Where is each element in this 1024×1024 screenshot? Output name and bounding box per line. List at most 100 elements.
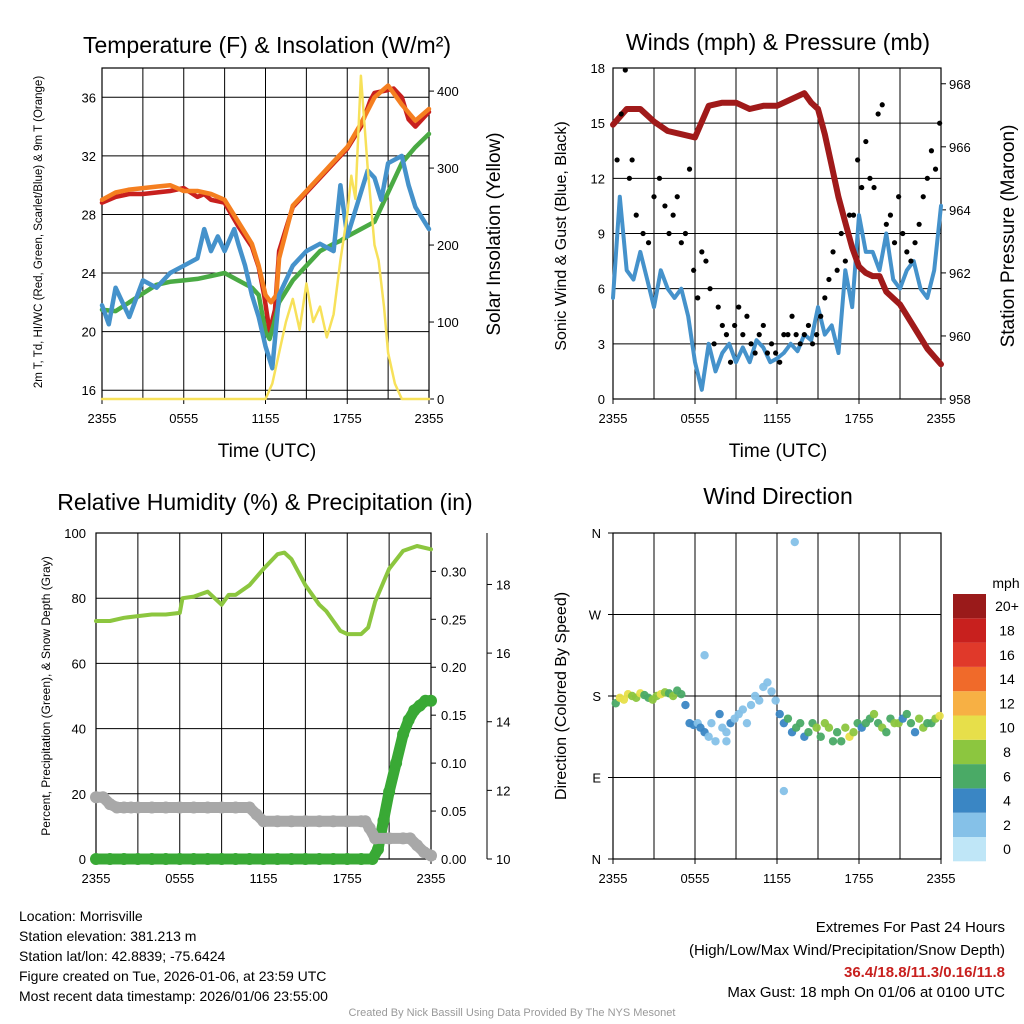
y-tick-label: 6 (598, 282, 605, 297)
y2-tick-label: 962 (949, 266, 971, 281)
series-station-pressure (610, 90, 944, 368)
colorbar-label: 12 (999, 695, 1015, 711)
gust-point (850, 212, 857, 218)
x-tick-label: 2355 (927, 411, 956, 426)
winds-panel: Winds (mph) & Pressure (mb) 0 3 6 9 12 15 18 95… (553, 29, 1019, 462)
gust-point (686, 166, 693, 172)
x-tick-label: 1755 (845, 871, 874, 886)
gust-point (928, 148, 935, 154)
direction-point (722, 737, 731, 746)
gust-point (740, 332, 746, 338)
y-tick-label: 16 (82, 383, 96, 398)
series-precipitation-point (390, 757, 403, 770)
gust-point (887, 212, 894, 218)
elevation-text: Station elevation: 381.213 m (19, 928, 197, 944)
direction-point (767, 687, 776, 696)
y3-tick-label: 14 (496, 715, 510, 730)
y-tick-label: 40 (72, 722, 86, 737)
direction-point (742, 718, 752, 728)
x-tick-label: 2355 (417, 871, 446, 886)
gust-point (727, 359, 734, 365)
series-precipitation-point (103, 853, 116, 865)
series-precipitation-point (285, 853, 298, 865)
y2-tick-label: 0.25 (441, 612, 466, 627)
gust-point (715, 304, 721, 310)
gust-point (789, 313, 795, 319)
insolation-ylabel: Solar Insolation (Yellow) (484, 132, 505, 335)
y-tick-label: 32 (82, 149, 96, 164)
x-tick-label: 0555 (681, 871, 710, 886)
gust-point (732, 322, 738, 329)
y3-tick-label: 10 (496, 852, 510, 867)
series-snow-depth-point (215, 801, 228, 814)
y2-tick-label: 0.30 (441, 564, 466, 579)
colorbar-swatch (953, 666, 986, 692)
gust-point (748, 341, 754, 347)
direction-point (849, 728, 858, 737)
gust-point (855, 157, 861, 163)
extremes-info: Extremes For Past 24 Hours (High/Low/Max… (689, 918, 1005, 1003)
x-tick-label: 0555 (165, 871, 194, 886)
gust-point (651, 194, 657, 200)
direction-point (882, 728, 891, 737)
series-precipitation-point (299, 853, 312, 865)
series-precipitation-point (313, 853, 326, 865)
gust-point (867, 175, 873, 181)
series-precipitation-point (201, 853, 214, 865)
colorbar-label: 4 (1003, 793, 1011, 809)
gust-point (756, 332, 762, 338)
gust-point (814, 332, 820, 338)
y-tick-label: E (592, 771, 601, 786)
colorbar-swatch (953, 788, 986, 813)
gust-point (900, 230, 906, 237)
x-tick-label: 2355 (82, 871, 111, 886)
y-tick-label: W (589, 608, 602, 623)
gust-point (656, 175, 663, 181)
series-precipitation-point (243, 853, 256, 865)
direction-point (755, 696, 764, 705)
x-tick-label: 1155 (252, 411, 280, 426)
x-tick-label: 1755 (333, 411, 362, 426)
colorbar-label: 18 (999, 622, 1015, 638)
max-gust-text: Max Gust: 18 mph On 01/06 at 0100 UTC (727, 984, 1005, 1001)
x-tick-label: 1755 (333, 871, 362, 886)
series-precipitation-point (90, 853, 102, 865)
humidity-panel: Relative Humidity (%) & Precipitation (i… (39, 489, 510, 886)
gust-point (932, 166, 939, 172)
gust-point (793, 332, 799, 338)
series-snow-depth-point (145, 801, 158, 814)
y2-tick-label: 0.15 (441, 708, 466, 723)
colorbar-label: 2 (1003, 817, 1011, 833)
series-9m-t (99, 83, 432, 305)
gust-point (670, 212, 676, 218)
station-info: Location: Morrisville Station elevation:… (19, 906, 328, 1006)
y-tick-label: S (592, 689, 601, 704)
direction-point (902, 709, 912, 719)
gust-point (891, 240, 898, 246)
gust-point (822, 295, 828, 301)
x-tick-label: 2355 (927, 871, 956, 886)
gust-point (785, 332, 791, 338)
colorbar-label: 14 (999, 671, 1015, 687)
series-snow-depth-point (271, 815, 284, 828)
gust-point (622, 67, 628, 73)
series-hi-wc (99, 153, 432, 371)
series-sonic-wind (611, 194, 943, 392)
series-precipitation-point (377, 814, 390, 827)
gust-point (842, 258, 848, 264)
direction-point (677, 689, 686, 699)
y-tick-label: 0 (598, 392, 605, 407)
gust-point (863, 138, 869, 145)
gust-point (846, 212, 853, 218)
y2-tick-label: 400 (437, 84, 459, 99)
series-dew-point (99, 131, 432, 342)
colorbar-swatch (953, 594, 986, 619)
direction-point (841, 723, 850, 732)
colorbar-label: 6 (1003, 768, 1011, 784)
y-tick-label: 20 (72, 787, 86, 802)
temperature-panel: Temperature (F) & Insolation (W/m²) 16 20… (33, 32, 505, 462)
colorbar-swatch (953, 691, 986, 716)
gust-point (937, 120, 943, 126)
humidity-ylabel: Percent, Precipitation (Green), & Snow D… (39, 556, 53, 835)
series-precipitation-point (271, 853, 284, 865)
